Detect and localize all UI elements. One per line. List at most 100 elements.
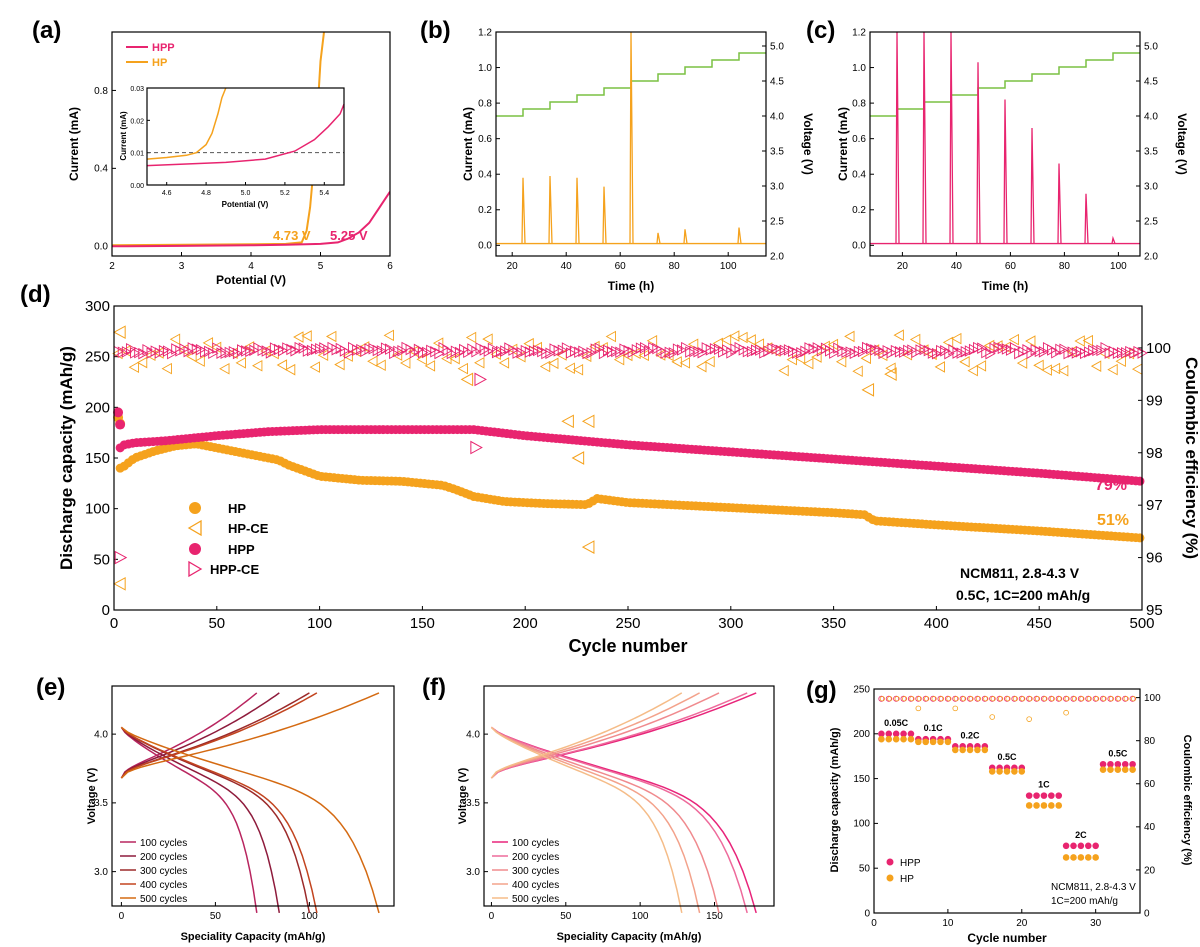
panel-a-frame — [111, 31, 391, 257]
panel-b-label: (b) — [420, 17, 451, 44]
hp-rate-point — [1011, 768, 1018, 775]
hp-ce-point — [687, 338, 699, 351]
panel-c-frame — [869, 31, 1141, 257]
hp-ce-point — [894, 696, 900, 702]
hpp-rate-point — [1077, 842, 1085, 850]
hpp-ce-point — [1114, 695, 1121, 702]
x-tick-label: 40 — [951, 261, 963, 272]
hp-ce-point — [548, 357, 559, 370]
hp-ce-point — [975, 360, 987, 372]
hp-ce-point — [186, 350, 197, 363]
panel-d-frame — [113, 305, 1143, 611]
y-tick-label: 3.0 — [94, 867, 108, 878]
hp-rate-point — [922, 738, 930, 746]
x-tick-label: 0 — [110, 615, 118, 632]
y2-tick-label: 4.0 — [770, 111, 784, 122]
panel-b-plot: 20 40 60 80 100 0.0 0.2 0.4 0.6 0.8 1.0 1.2 2.0 2.5 3.… — [478, 27, 784, 272]
hpp-ce-point — [900, 695, 907, 702]
hp-ce-point — [1064, 696, 1070, 702]
x-tick-label: 150 — [706, 911, 723, 922]
x-tick-label: 150 — [410, 615, 435, 632]
hp-rate-point — [1018, 768, 1026, 775]
inset-series-hp-line — [146, 87, 227, 160]
hp-ce-point — [605, 330, 617, 343]
panel-g-legend: HPP HP — [886, 858, 921, 885]
panel-c-ylabel: Current (mA) — [836, 107, 850, 181]
y2-tick-label: 60 — [1144, 779, 1156, 790]
hp-ce-point — [1049, 696, 1055, 702]
current-peak — [737, 227, 742, 244]
hp-ce-point — [301, 330, 312, 342]
panel-a-legend: HPP HP — [126, 42, 175, 69]
hp-ce-point — [778, 364, 789, 377]
hp-ce-point — [819, 340, 830, 353]
hp-ce-outlier — [884, 367, 897, 381]
hpp-ce-point — [1100, 695, 1107, 702]
hp-ce-point — [638, 349, 649, 362]
panel-g-plot: 0 10 20 30 0 50 100 150 200 250 0 20 40 60 80 100 0.05C 0… — [853, 684, 1161, 929]
hp-ce-point — [893, 329, 904, 341]
hp-rate-point — [907, 735, 915, 743]
current-peak — [521, 177, 526, 244]
current-peak — [602, 186, 607, 244]
charge-curve — [490, 692, 720, 779]
hp-ce-point — [951, 332, 962, 345]
hp-ce-point — [432, 337, 444, 349]
x-tick-label: 20 — [897, 261, 909, 272]
hpp-ce-point — [1063, 695, 1070, 702]
panel-d-legend: HP HP-CE HPP HPP-CE — [187, 501, 269, 578]
panel-g: (g) 0 10 20 30 0 50 100 150 200 250 0 20 40 60 80 100 0.… — [806, 677, 1193, 945]
charge-curve — [120, 692, 318, 779]
inset-x-tick-label: 4.6 — [162, 190, 172, 197]
hp-ce-point — [449, 352, 460, 365]
charge-curve — [120, 692, 380, 779]
inset-ylabel: Current (mA) — [119, 111, 128, 161]
ce-outlier — [989, 714, 996, 720]
hp-ce-point — [1041, 364, 1052, 376]
x-tick-label: 80 — [1059, 261, 1071, 272]
panel-e-xlabel: Speciality Capacity (mAh/g) — [181, 931, 326, 943]
hp-ce-point — [961, 696, 967, 702]
hpp-rate-point — [1055, 792, 1063, 799]
hp-ce-point — [539, 360, 551, 373]
x-tick-label: 80 — [669, 261, 681, 272]
y2-tick-label: 97 — [1146, 497, 1163, 514]
hp-ce-point — [589, 340, 600, 353]
x-tick-label: 30 — [1090, 918, 1102, 929]
x-tick-label: 0 — [489, 911, 495, 922]
inset-frame — [146, 87, 345, 186]
hp-ce-point — [251, 359, 263, 372]
hp-rate-point — [1040, 802, 1048, 809]
panel-d-note-1: NCM811, 2.8-4.3 V — [960, 565, 1080, 581]
hp-ce-point — [342, 350, 353, 362]
hp-rate-point — [974, 746, 981, 754]
legend-hpp-marker — [189, 543, 201, 555]
y-tick-label: 0.4 — [852, 170, 866, 181]
discharge-curve — [490, 726, 701, 914]
legend-hpp-ce-label: HPP-CE — [210, 562, 259, 577]
hp-ce-point — [1071, 696, 1078, 702]
hpp-ce-point — [1092, 695, 1099, 702]
hp-ce-point — [219, 362, 230, 375]
inset-y-tick-label: 0.01 — [130, 151, 144, 158]
hp-rate-point — [1055, 802, 1063, 809]
hp-ce-point — [1012, 696, 1018, 702]
x-tick-label: 300 — [718, 615, 743, 632]
hp-ce-point — [400, 357, 411, 369]
legend-label: 200 cycles — [140, 852, 187, 863]
panel-b-ylabel: Current (mA) — [461, 107, 475, 181]
hpp-ce-point — [915, 695, 922, 702]
hpp-rate-point — [1114, 760, 1122, 768]
hp-ce-outlier — [460, 372, 474, 387]
hp-ce-point — [953, 696, 959, 702]
hp-rate-point — [1062, 854, 1070, 861]
current-peak — [575, 177, 580, 244]
legend-hp-ce-marker — [187, 519, 202, 537]
hp-ce-point — [916, 696, 922, 702]
ce-outlier — [952, 705, 959, 712]
hp-rate-point — [1084, 854, 1092, 861]
y-tick-label: 100 — [85, 501, 110, 518]
y-tick-label: 1.2 — [852, 27, 866, 38]
hp-ce-point — [983, 696, 989, 702]
x-tick-label: 400 — [924, 615, 949, 632]
